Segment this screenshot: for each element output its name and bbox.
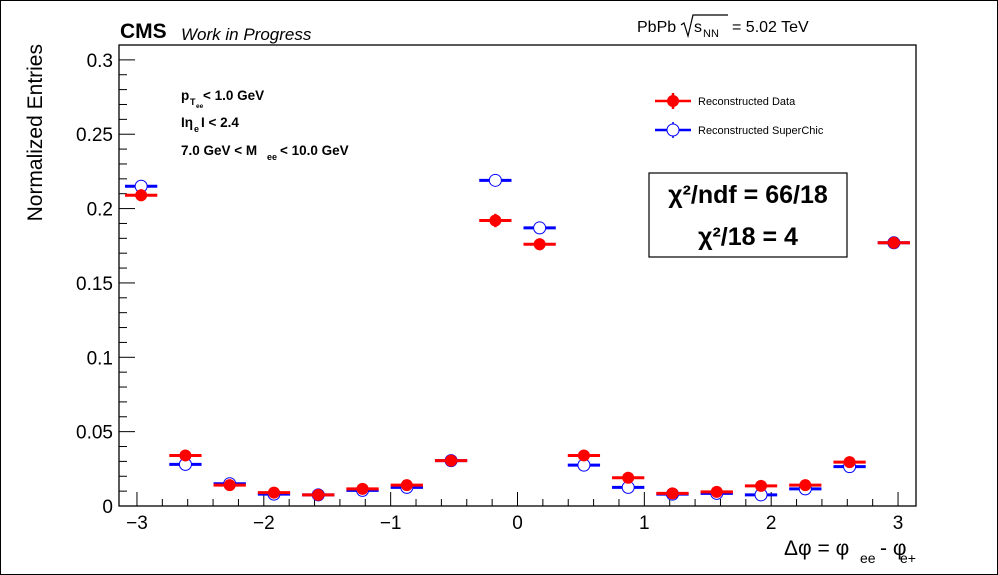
data-point <box>577 449 590 462</box>
superchic-point <box>533 221 547 235</box>
cut-label-eta: Iη e I < 2.4 <box>181 115 239 134</box>
x-axis-title: Δφ = φ ee - φ e+ <box>784 537 916 566</box>
cut-pt-subsub: ee <box>196 103 204 110</box>
data-point <box>755 479 768 492</box>
x-axis-title-sub2: e+ <box>900 550 916 566</box>
x-tick-label: −1 <box>380 513 402 534</box>
chi2-ndf-label: χ²/ndf = 66/18 <box>668 181 828 209</box>
legend-superchic-marker <box>666 123 680 137</box>
series-reconstructed-data <box>125 189 910 501</box>
y-tick-label: 0.15 <box>76 274 113 295</box>
data-point <box>799 479 812 492</box>
chi2-ratio-label: χ²/18 = 4 <box>698 223 798 251</box>
y-tick-label: 0.3 <box>87 51 113 72</box>
cut-eta-post: I < 2.4 <box>201 115 239 130</box>
energy-label: PbPb s NN = 5.02 TeV <box>637 14 809 40</box>
y-tick-label: 0 <box>102 497 113 518</box>
energy-subscript: NN <box>703 28 719 40</box>
cut-mass-sub: ee <box>267 152 277 162</box>
cut-pt-post: < 1.0 GeV <box>203 88 264 103</box>
x-tick-label: 3 <box>893 513 904 534</box>
data-point <box>400 479 413 492</box>
y-tick-label: 0.05 <box>76 423 113 444</box>
chi2-box: χ²/ndf = 66/18 χ²/18 = 4 <box>648 172 848 258</box>
legend: Reconstructed Data Reconstructed SuperCh… <box>655 93 824 138</box>
system-label: PbPb <box>637 19 676 36</box>
legend-data-marker <box>667 95 679 107</box>
cut-label-mass: 7.0 GeV < M ee < 10.0 GeV <box>181 143 349 162</box>
y-axis-title: Normalized Entries <box>24 44 47 221</box>
data-marks <box>125 173 910 502</box>
data-point <box>843 456 856 469</box>
superchic-point <box>488 173 502 187</box>
x-tick-label: 2 <box>766 513 777 534</box>
x-tick-label: −2 <box>253 513 275 534</box>
axes: 0 0.05 0.1 0.15 0.2 0.25 0.3 −3 −2 −1 0 1 2 3 <box>76 44 904 534</box>
status-label: Work in Progress <box>181 25 312 44</box>
cut-eta-pre: Iη <box>181 115 193 130</box>
x-axis-title-sub1: ee <box>860 550 876 566</box>
cut-mass-pre: 7.0 GeV < M <box>181 143 257 158</box>
data-point <box>489 214 502 227</box>
data-point <box>445 454 458 467</box>
x-axis-title-main: Δφ = φ <box>784 537 849 560</box>
data-point <box>356 482 369 495</box>
data-point <box>179 449 192 462</box>
y-tick-label: 0.1 <box>87 348 113 369</box>
data-point <box>267 486 280 499</box>
y-tick-label: 0.2 <box>87 200 113 221</box>
chi2-box-frame <box>648 172 848 258</box>
experiment-label: CMS <box>120 20 167 43</box>
data-point <box>666 487 679 500</box>
cut-eta-sub: e <box>194 124 199 134</box>
legend-superchic-label: Reconstructed SuperChic <box>698 125 824 137</box>
data-point <box>135 189 148 202</box>
x-axis-title-mid: - φ <box>880 537 906 560</box>
y-tick-label: 0.25 <box>76 125 113 146</box>
energy-value: = 5.02 TeV <box>732 19 809 36</box>
data-point <box>223 479 236 492</box>
data-point <box>710 485 723 498</box>
cut-pt-pre: p <box>181 88 189 103</box>
cut-label-pt: p T ee < 1.0 GeV <box>181 88 264 110</box>
data-point <box>622 471 635 484</box>
x-tick-label: 1 <box>639 513 650 534</box>
cut-mass-post: < 10.0 GeV <box>280 143 349 158</box>
legend-entry-superchic: Reconstructed SuperChic <box>655 122 824 138</box>
data-point <box>887 236 900 249</box>
data-point <box>533 238 546 251</box>
energy-symbol: s <box>694 19 702 36</box>
cut-pt-sub: T <box>190 97 196 107</box>
data-point <box>312 488 325 501</box>
x-tick-label: 0 <box>512 513 523 534</box>
sqrt-sign <box>680 14 728 39</box>
x-tick-label: −3 <box>126 513 148 534</box>
legend-data-label: Reconstructed Data <box>698 96 796 108</box>
legend-entry-data: Reconstructed Data <box>655 93 796 109</box>
